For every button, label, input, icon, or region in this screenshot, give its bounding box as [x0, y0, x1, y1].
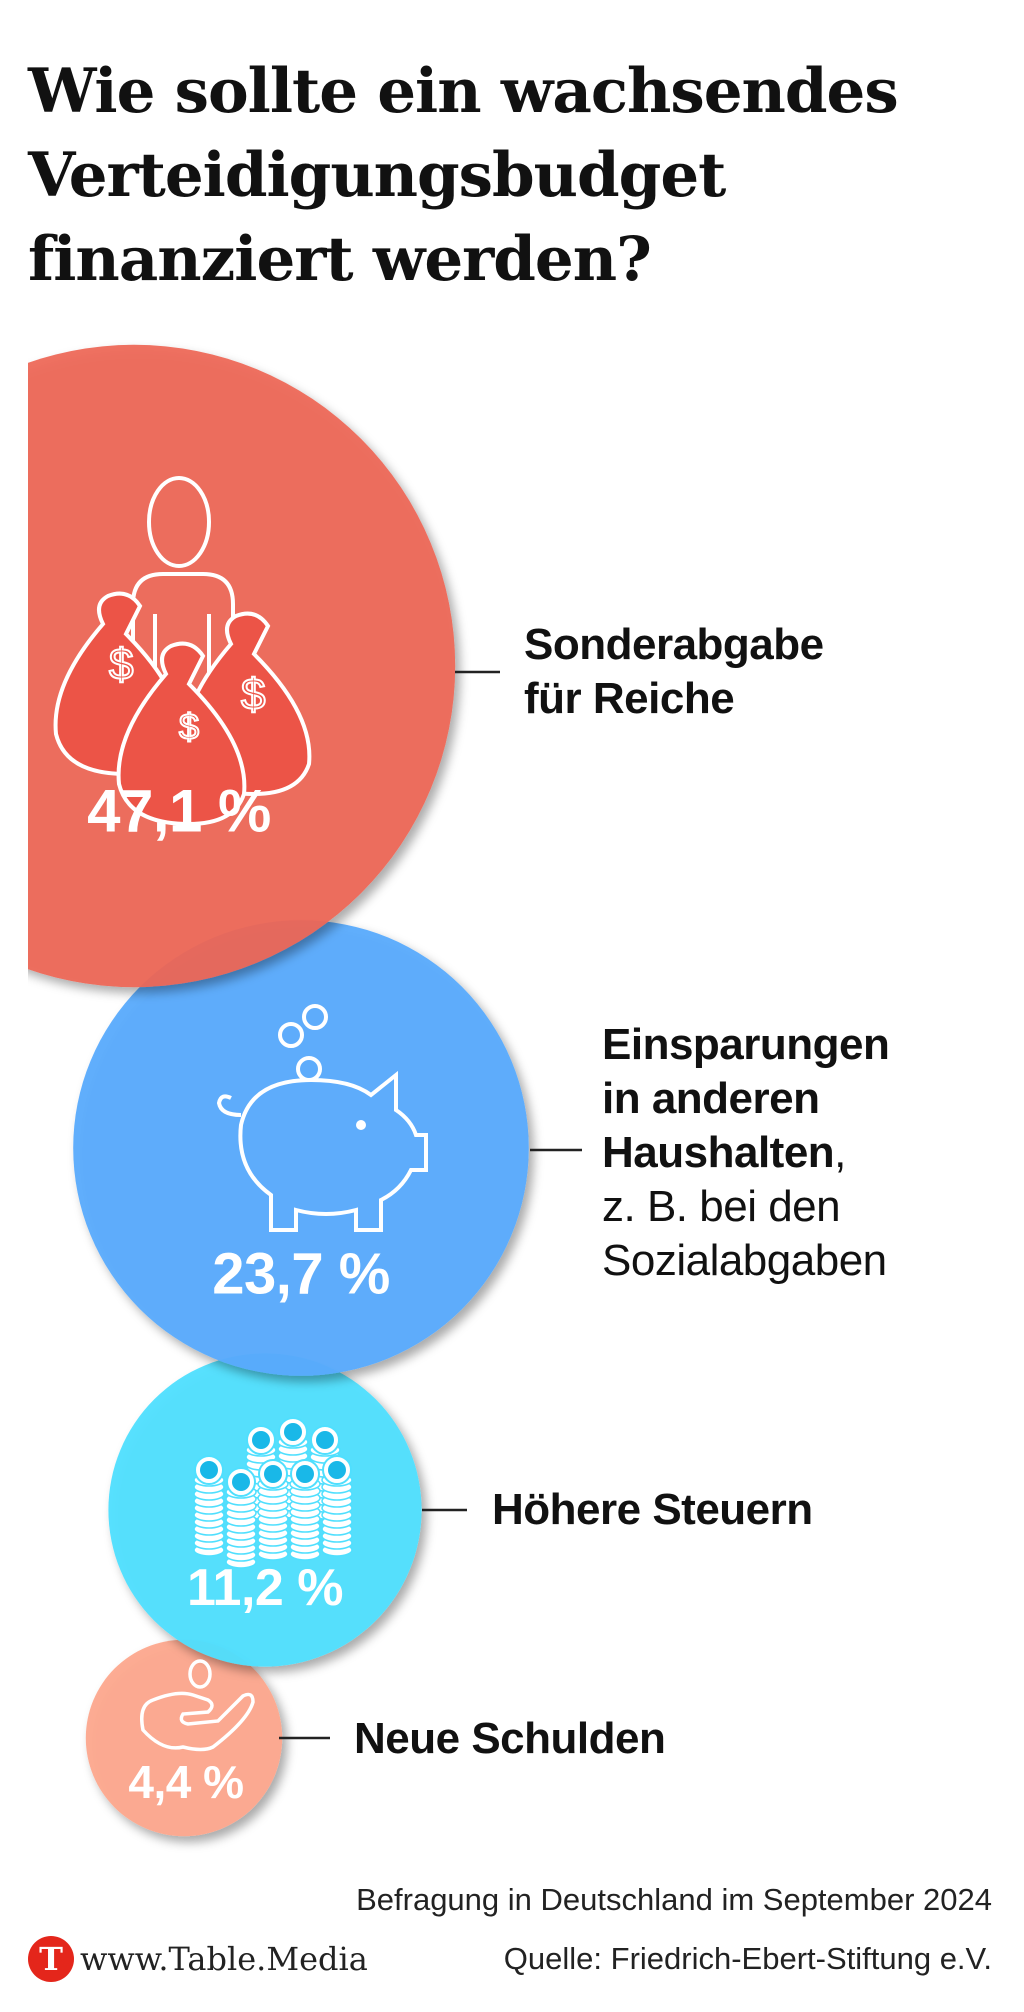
- value-label: 23,7 %: [212, 1241, 390, 1307]
- value-label: 4,4 %: [128, 1756, 244, 1808]
- svg-text:$: $: [241, 670, 265, 719]
- label-hoehere-steuern: Höhere Steuern: [492, 1483, 813, 1537]
- label-line: z. B. bei den: [602, 1182, 841, 1231]
- money-bags-icon: $ $ $: [53, 476, 312, 827]
- label-line: Sozialabgaben: [602, 1236, 887, 1285]
- chart-title: Wie sollte ein wachsendes Verteidigungsb…: [28, 50, 899, 302]
- svg-text:$: $: [179, 706, 199, 747]
- label-neue-schulden: Neue Schulden: [354, 1712, 666, 1766]
- piggy-bank-icon: [216, 1004, 428, 1232]
- label-sonderabgabe: Sonderabgabe für Reiche: [524, 618, 824, 726]
- title-line: Wie sollte ein wachsendes: [28, 56, 899, 127]
- label-line: Haushalten: [602, 1128, 835, 1177]
- label-line: Höhere Steuern: [492, 1485, 813, 1534]
- label-line: Neue Schulden: [354, 1714, 666, 1763]
- svg-text:$: $: [109, 640, 133, 689]
- bubble-2: [73, 920, 529, 1376]
- bubbles: [28, 344, 529, 1837]
- bubble-4: [85, 1639, 283, 1837]
- source-credit: Quelle: Friedrich-Ebert-Stiftung e.V.: [503, 1941, 992, 1976]
- label-einsparungen: Einsparungen in anderen Haushalten, z. B…: [602, 1018, 890, 1288]
- label-line: Einsparungen: [602, 1020, 890, 1069]
- coin-stacks-icon: [193, 1417, 353, 1569]
- hand-coin-icon: [140, 1659, 255, 1752]
- value-label: 11,2 %: [186, 1559, 344, 1617]
- brand-url[interactable]: www.Table.Media: [80, 1940, 368, 1978]
- label-comma: ,: [834, 1128, 846, 1177]
- label-line: in anderen: [602, 1074, 820, 1123]
- table-media-logo: T: [28, 1936, 74, 1982]
- footer: T www.Table.Media Quelle: Friedrich-Eber…: [28, 1936, 992, 1982]
- survey-note: Befragung in Deutschland im September 20…: [356, 1882, 992, 1917]
- title-line: Verteidigungsbudget: [28, 140, 726, 211]
- label-line: für Reiche: [524, 674, 735, 723]
- title-line: finanziert werden?: [28, 224, 652, 295]
- value-label: 47,1 %: [87, 777, 271, 845]
- connector-lines: [279, 670, 582, 1740]
- brand[interactable]: T www.Table.Media: [28, 1936, 368, 1982]
- label-line: Sonderabgabe: [524, 620, 824, 669]
